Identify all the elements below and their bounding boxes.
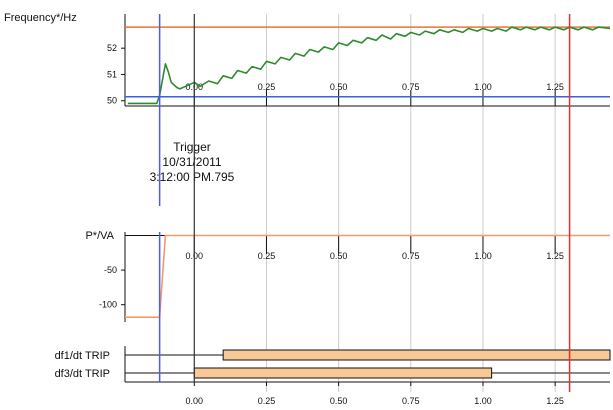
power-ytick-label-0: -50	[104, 265, 117, 275]
trip-xtick-label-1: 0.25	[258, 396, 276, 406]
trip-panel: df1/dt TRIP df3/dt TRIP 0.00 0.25 0.50 0.75 1.…	[55, 346, 611, 406]
trigger-title: Trigger	[173, 140, 211, 154]
power-xtick-label-3: 0.75	[402, 251, 420, 261]
power-xtick-label-1: 0.25	[258, 251, 276, 261]
frequency-xtick-label-3: 0.75	[402, 82, 420, 92]
trip-bar-1	[193, 367, 493, 379]
trip-xtick-label-0: 0.00	[186, 396, 204, 406]
frequency-xtick-label-1: 0.25	[258, 82, 276, 92]
power-xtick-label-2: 0.50	[330, 251, 348, 261]
power-ytick-label-1: -100	[99, 300, 117, 310]
time-markers	[158, 14, 571, 392]
frequency-xtick-label-2: 0.50	[330, 82, 348, 92]
frequency-ytick-label-1: 51	[107, 69, 117, 79]
power-series-line	[125, 234, 610, 319]
trigger-panel: Trigger 10/31/2011 3:12:00 PM.795	[150, 140, 235, 184]
frequency-series-line	[127, 26, 611, 105]
frequency-ytick-label-2: 52	[107, 43, 117, 53]
trip-xtick-label-2: 0.50	[330, 396, 348, 406]
frequency-xtick-label-5: 1.25	[546, 82, 564, 92]
frequency-xtick-label-4: 1.00	[474, 82, 492, 92]
trip-row-label-1: df3/dt TRIP	[55, 368, 110, 380]
power-axis-title: P*/VA	[85, 230, 114, 242]
trip-bar-0	[222, 349, 611, 361]
trip-row-label-0: df1/dt TRIP	[55, 350, 110, 362]
frequency-ytick-label-0: 50	[107, 96, 117, 106]
grid-lines	[265, 14, 556, 392]
trigger-date: 10/31/2011	[162, 155, 221, 169]
power-xtick-label-5: 1.25	[546, 251, 564, 261]
trip-xtick-label-3: 0.75	[402, 396, 420, 406]
trip-xtick-label-4: 1.00	[474, 396, 492, 406]
trip-xtick-label-5: 1.25	[546, 396, 564, 406]
trigger-time: 3:12:00 PM.795	[150, 170, 235, 184]
power-xtick-label-4: 1.00	[474, 251, 492, 261]
frequency-axis-title: Frequency*/Hz	[4, 12, 77, 24]
